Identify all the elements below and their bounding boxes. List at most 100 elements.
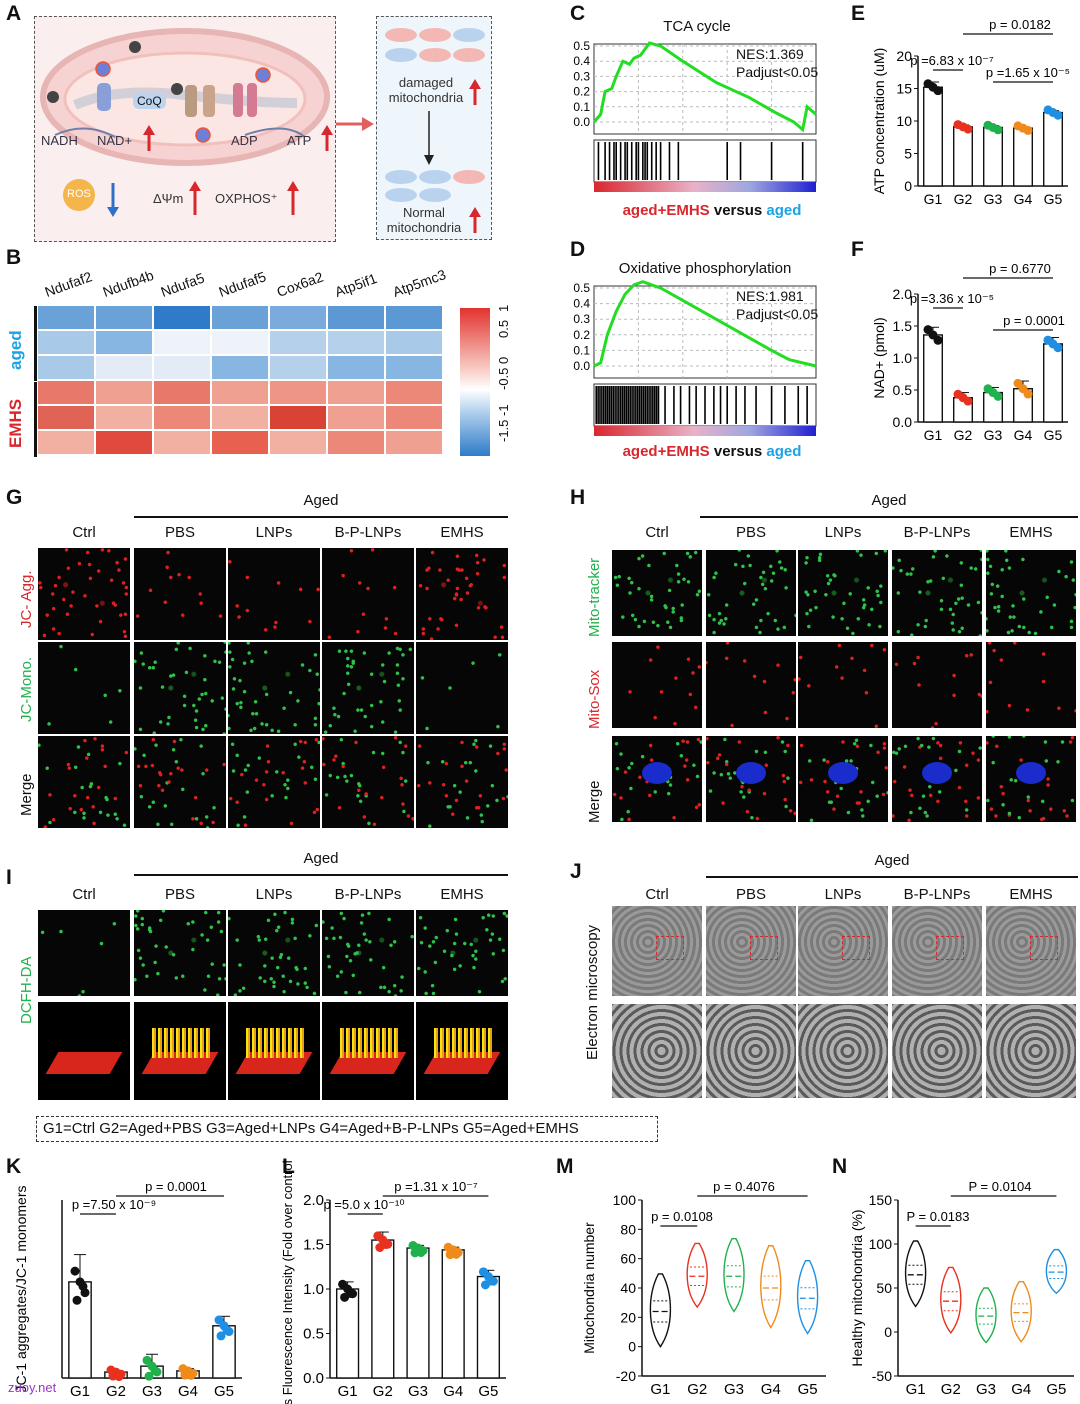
surface-plot-tile — [228, 1002, 320, 1100]
oxphos-label: OXPHOS⁺ — [215, 191, 278, 206]
column-header: PBS — [164, 886, 196, 903]
column-header: B-P-LNPs — [334, 886, 402, 903]
column-header: B-P-LNPs — [903, 886, 971, 903]
gsea-oxphos-plot: 0.5 0.40.3 0.20.1 0.0 — [573, 280, 817, 436]
micrograph-tile — [322, 642, 414, 734]
x-tick-label: G1 — [924, 191, 943, 207]
y-tick-label: 2.0 — [303, 1192, 324, 1209]
emhs-group-bar — [34, 382, 37, 457]
g-row-label: Merge — [18, 773, 35, 816]
heatmap-cell — [38, 431, 94, 454]
heatmap-cell — [38, 406, 94, 429]
micrograph-tile — [798, 642, 888, 728]
gsea-y-tick: 0.4 — [573, 297, 590, 311]
x-tick-label: G1 — [906, 1381, 926, 1398]
heatmap-cell — [38, 306, 94, 329]
micrograph-tile — [322, 736, 414, 828]
panel-a-mito-states: damaged mitochondria Normal mitochondria — [376, 16, 492, 240]
gsea-plot-frame — [593, 285, 817, 379]
heatmap-cell — [270, 431, 326, 454]
column-header: B-P-LNPs — [334, 524, 402, 541]
surface-plot-peaks — [434, 1028, 492, 1058]
data-point — [78, 1281, 88, 1291]
bar — [335, 1288, 360, 1379]
heatmap-grid — [38, 306, 446, 456]
y-tick-label: 60 — [620, 1251, 636, 1267]
column-header: LNPs — [824, 524, 862, 541]
y-axis-label: NAD+ (pmol) — [871, 317, 887, 398]
micrograph-tile — [134, 910, 226, 996]
gsea-rank-gradient — [594, 182, 816, 192]
column-header: Ctrl — [72, 524, 96, 541]
micrograph-tile — [612, 736, 702, 822]
violin-shape — [904, 1240, 927, 1308]
em-zoom-box — [842, 936, 870, 960]
panel-label-g: G — [6, 486, 23, 509]
x-tick-label: G2 — [954, 191, 973, 207]
x-tick-label: G3 — [976, 1381, 996, 1398]
y-tick-label: 0.0 — [893, 414, 913, 430]
p-value-annotation: P = 0.0183 — [906, 1209, 969, 1224]
nucleus — [922, 762, 952, 784]
heatmap-cell — [96, 431, 152, 454]
data-point — [381, 1240, 391, 1250]
y-tick-label: 1.5 — [893, 318, 913, 334]
panel-label-b: B — [6, 246, 22, 269]
atp-label: ATP — [287, 133, 312, 148]
x-tick-label: G4 — [1011, 1381, 1031, 1398]
p-value-annotation: p = 0.0108 — [651, 1209, 713, 1224]
micrograph-tile — [986, 736, 1076, 822]
data-point — [486, 1276, 496, 1286]
micrograph-tile — [892, 642, 982, 728]
gsea-y-tick: 0.5 — [573, 281, 590, 295]
y-axis-label: Healthy mitochondria (%) — [849, 1209, 865, 1366]
panel-label-n: N — [832, 1155, 848, 1178]
em-detail-tile — [892, 1004, 982, 1098]
heatmap-cell — [328, 306, 384, 329]
violin-shape — [975, 1287, 997, 1344]
y-tick-label: 0.5 — [893, 382, 913, 398]
heatmap-cell — [212, 406, 268, 429]
y-tick-label: 20 — [620, 1309, 636, 1325]
x-tick-label: G4 — [178, 1383, 198, 1400]
nucleus — [642, 762, 672, 784]
gsea-enrichment-line — [592, 41, 817, 133]
data-point — [186, 1370, 196, 1380]
adp-label: ADP — [231, 133, 258, 148]
micrograph-tile — [134, 736, 226, 828]
bar — [1042, 111, 1063, 187]
micrograph-tile — [416, 642, 508, 734]
em-overview-tile — [706, 906, 796, 996]
bar — [982, 126, 1003, 187]
y-tick-label: -50 — [872, 1368, 892, 1384]
mitochondrion-illustration — [40, 28, 333, 217]
heatmap-cell — [270, 406, 326, 429]
p-value-annotation: p =5.0 x 10⁻¹⁰ — [323, 1197, 404, 1212]
x-tick-label: G2 — [687, 1381, 707, 1398]
dpsi-label: ΔΨm — [153, 191, 184, 206]
heatmap-cell — [154, 306, 210, 329]
micrograph-tile — [228, 548, 320, 640]
p-value-annotation: p =1.31 x 10⁻⁷ — [394, 1179, 478, 1194]
micrograph-tile — [798, 736, 888, 822]
heatmap-cell — [212, 431, 268, 454]
em-detail-tile — [612, 1004, 702, 1098]
j-row-label: Electron microscopy — [584, 924, 601, 1060]
data-point — [1053, 110, 1063, 120]
micrograph-tile — [986, 642, 1076, 728]
x-tick-label: G4 — [1014, 191, 1033, 207]
bar — [1042, 343, 1063, 423]
y-tick-label: 15 — [896, 81, 912, 97]
x-tick-label: G3 — [724, 1381, 744, 1398]
p-value-annotation: p = 0.0001 — [145, 1179, 207, 1194]
x-tick-label: G2 — [373, 1383, 393, 1400]
x-tick-label: G1 — [650, 1381, 670, 1398]
gsea-oxphos-title: Oxidative phosphorylation — [618, 260, 792, 277]
panel-a-arrow — [336, 117, 374, 131]
em-zoom-box — [750, 936, 778, 960]
y-tick-label: -20 — [616, 1368, 636, 1384]
heatmap-gene-label: Ndufb4b — [100, 266, 156, 300]
gsea-y-tick: 0.0 — [573, 115, 590, 129]
p-value-annotation: p = 0.4076 — [713, 1179, 775, 1194]
heatmap-cell — [96, 406, 152, 429]
